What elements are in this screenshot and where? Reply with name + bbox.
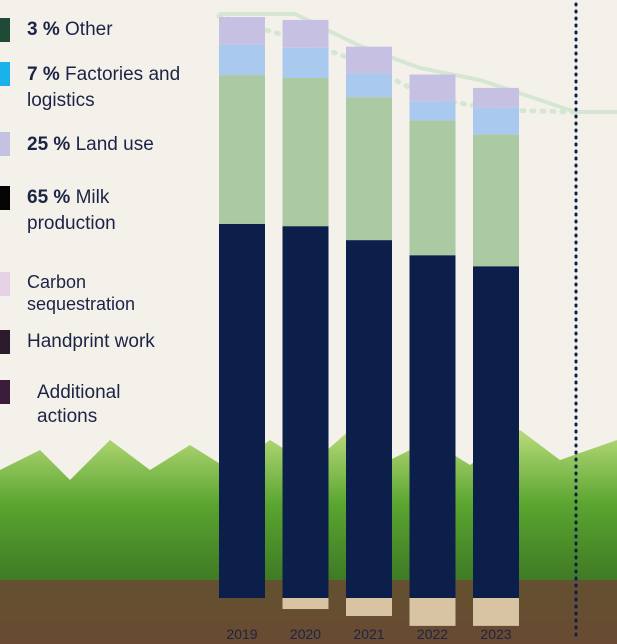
bar-segment (282, 598, 329, 610)
legend-swatch (0, 186, 10, 210)
legend-swatch (0, 380, 10, 404)
bar-segment (346, 97, 392, 241)
bar-segment (473, 598, 519, 626)
bar-segment (282, 226, 329, 598)
bar-segment (473, 134, 519, 267)
bar-segment (346, 240, 392, 598)
bar-segment (409, 120, 456, 256)
bar-segment (282, 47, 329, 79)
legend-label: Handprint work (27, 331, 155, 352)
bar-segment (409, 255, 456, 598)
legend-swatch (0, 272, 10, 296)
legend-label: Additional actions (37, 382, 121, 427)
bar-segment (219, 75, 265, 224)
trend-dots (216, 13, 578, 115)
bar-segment (409, 598, 456, 626)
x-tick-label: 2023 (480, 626, 511, 642)
bar-segment (219, 44, 265, 76)
legend-label: Factories and logistics (27, 64, 181, 111)
legend-swatch (0, 18, 10, 42)
legend-entry: 65 % Milk production (27, 185, 157, 237)
legend-share: 25 % (27, 134, 71, 155)
x-tick-label: 2021 (353, 626, 384, 642)
bar-segment (282, 19, 329, 48)
legend-entry: Additional actions (37, 381, 147, 429)
x-tick-label: 2019 (226, 626, 257, 642)
legend-entry: Handprint work (27, 329, 197, 355)
legend-share: 3 % (27, 19, 60, 40)
trend-line (219, 12, 617, 114)
legend-swatch (0, 132, 10, 156)
legend-label: Land use (75, 134, 154, 155)
bar-segment (219, 223, 265, 598)
bar-segment (346, 598, 392, 617)
legend-entry: Carbon sequestration (27, 271, 167, 315)
legend-label: Carbon sequestration (27, 272, 136, 314)
bar-segment (473, 107, 519, 135)
legend-label: Other (65, 19, 113, 40)
legend-label: Milk production (27, 187, 116, 234)
x-tick-label: 2020 (290, 626, 321, 642)
bar-segment (409, 74, 456, 102)
x-tick-label: 2022 (417, 626, 448, 642)
legend-entry: 3 % Other (27, 17, 197, 43)
legend-entry: 25 % Land use (27, 132, 197, 158)
legend-share: 65 % (27, 187, 71, 208)
bar-segment (219, 17, 265, 45)
legend-entry: 7 % Factories and logistics (27, 62, 187, 114)
bar-segment (473, 266, 519, 598)
bar-segment (282, 78, 329, 227)
bar-segment (346, 46, 392, 74)
legend-swatch (0, 62, 10, 86)
legend-swatch (0, 330, 10, 354)
bar-segment (473, 87, 519, 108)
bar-segment (409, 101, 456, 121)
bar-segment (346, 73, 392, 98)
legend-share: 7 % (27, 64, 60, 85)
